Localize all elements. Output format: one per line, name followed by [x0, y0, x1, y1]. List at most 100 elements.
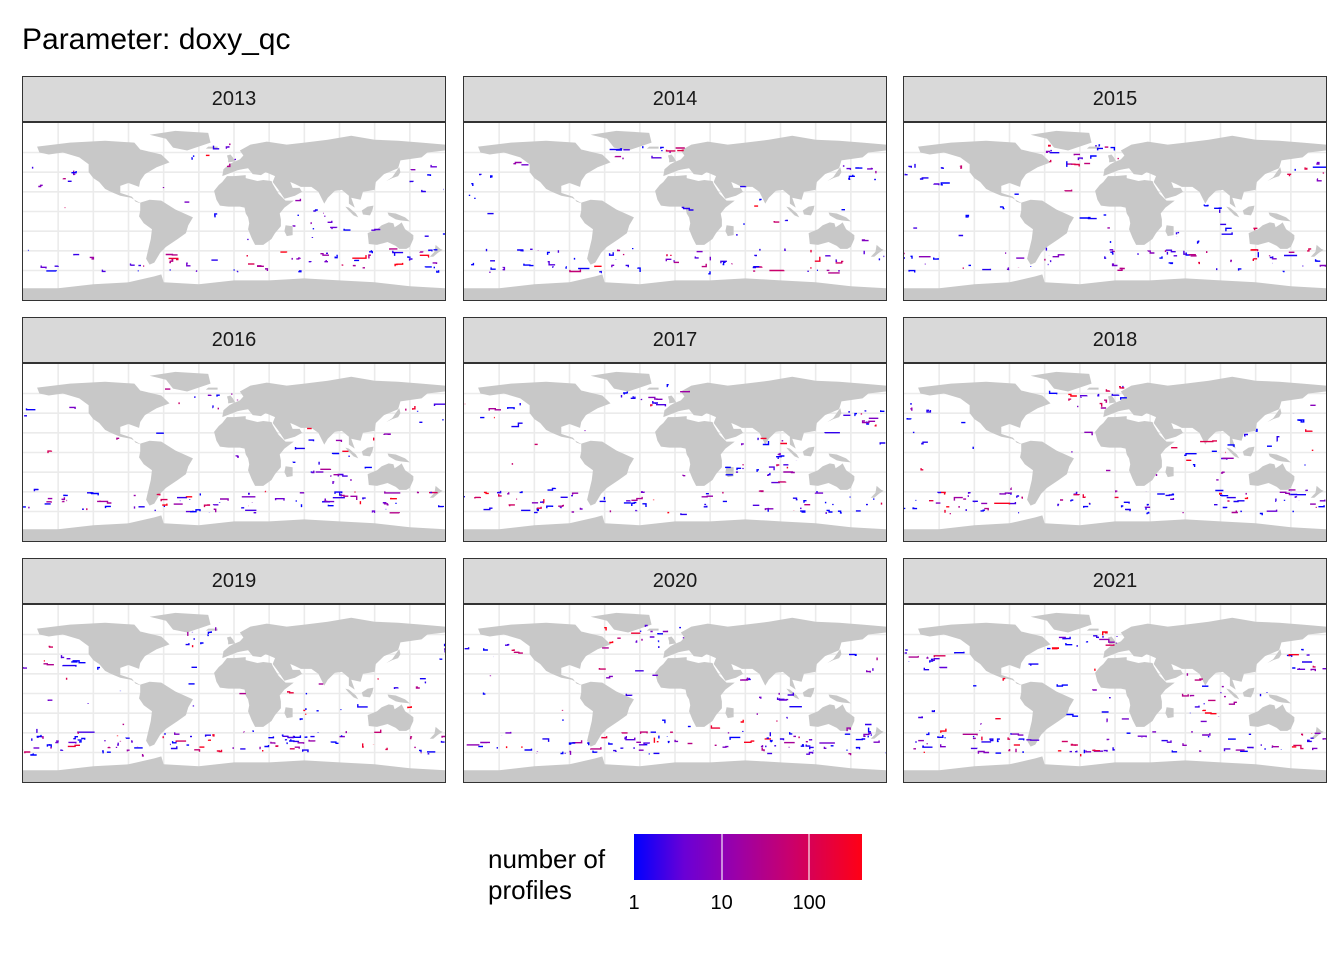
land-mass [1030, 130, 1092, 151]
profile-track [694, 256, 699, 259]
profile-track [71, 171, 77, 174]
world-map-2020 [463, 604, 887, 783]
profile-track [776, 464, 780, 467]
land-mass [1095, 416, 1175, 486]
land-mass [361, 446, 374, 457]
profile-track [1096, 147, 1103, 151]
land-mass [226, 395, 236, 404]
profile-track [371, 510, 376, 513]
land-mass [478, 381, 611, 445]
profile-track [1057, 750, 1062, 752]
profile-track [341, 494, 349, 497]
profile-track [165, 388, 171, 390]
profile-track [680, 390, 691, 393]
profile-track [264, 268, 269, 271]
profile-track [310, 735, 315, 738]
profile-track [433, 403, 445, 406]
profile-track [1047, 144, 1051, 147]
profile-track [216, 749, 223, 753]
profile-track [332, 481, 335, 484]
profile-track [1051, 647, 1060, 650]
profile-track [409, 180, 414, 183]
profile-track [912, 507, 918, 510]
profile-track [855, 746, 861, 750]
profile-track [1111, 250, 1115, 253]
land-mass [387, 212, 410, 222]
profile-track [635, 640, 638, 643]
facet-panel-2021: 2021 [903, 558, 1327, 783]
profile-track [1287, 173, 1292, 177]
facet-panel-2016: 2016 [22, 317, 446, 542]
profile-track [302, 749, 309, 753]
profile-track [464, 647, 470, 650]
land-mass [1310, 244, 1324, 257]
profile-track [409, 736, 413, 740]
land-mass [37, 381, 170, 445]
profile-track [1049, 159, 1052, 163]
profile-track [1124, 508, 1131, 512]
land-mass [802, 687, 815, 698]
profile-track [1200, 440, 1217, 443]
profile-track [60, 655, 65, 659]
profile-track [609, 641, 614, 644]
profile-track [334, 254, 338, 259]
profile-track [289, 739, 295, 742]
profile-track [101, 269, 106, 273]
profile-track [972, 737, 976, 740]
profile-track [867, 167, 873, 170]
profile-track [880, 410, 885, 412]
land-mass [870, 485, 884, 498]
facet-strip-label: 2019 [22, 558, 446, 604]
profile-track [879, 442, 886, 445]
legend-colorbar [634, 834, 862, 880]
land-mass [429, 485, 443, 498]
profile-track [989, 738, 994, 742]
profile-track [407, 256, 411, 258]
profile-track [1253, 227, 1258, 231]
profile-track [846, 727, 851, 732]
profile-track [1082, 505, 1089, 508]
profile-track [1297, 668, 1306, 671]
profile-track [933, 183, 940, 186]
profile-track [667, 511, 670, 514]
land-mass [655, 416, 735, 486]
profile-track [542, 738, 550, 742]
profile-track [1062, 636, 1071, 640]
profile-track [72, 660, 86, 664]
profile-track [1230, 259, 1232, 263]
profile-track [200, 642, 204, 645]
land-mass [464, 756, 886, 782]
profile-track [999, 492, 1012, 495]
land-mass [1248, 463, 1295, 490]
profile-track [1181, 693, 1189, 697]
profile-track [488, 408, 501, 411]
profile-track [784, 248, 786, 252]
profile-track [69, 406, 76, 409]
profile-track [967, 491, 971, 494]
profile-track [169, 258, 174, 264]
profile-track [1007, 737, 1011, 740]
profile-track [667, 740, 670, 744]
land-mass [827, 649, 842, 664]
profile-track [382, 501, 387, 504]
profile-track [682, 474, 686, 477]
profile-track [1112, 747, 1115, 751]
facet-strip-label: 2020 [463, 558, 887, 604]
profile-track [1186, 673, 1189, 676]
land-mass [149, 130, 211, 151]
profile-track [1099, 638, 1115, 643]
profile-track [746, 677, 751, 681]
land-mass [367, 463, 414, 490]
profile-track [710, 725, 721, 729]
profile-track [505, 643, 510, 646]
profile-track [1028, 663, 1039, 666]
profile-track [940, 167, 944, 169]
profile-track [762, 441, 770, 446]
land-mass [1226, 447, 1240, 459]
profile-track [507, 492, 510, 495]
profile-track [1269, 256, 1274, 259]
profile-track [674, 739, 679, 743]
land-mass [1226, 206, 1240, 218]
profile-track [933, 257, 939, 260]
profile-track [921, 441, 928, 445]
